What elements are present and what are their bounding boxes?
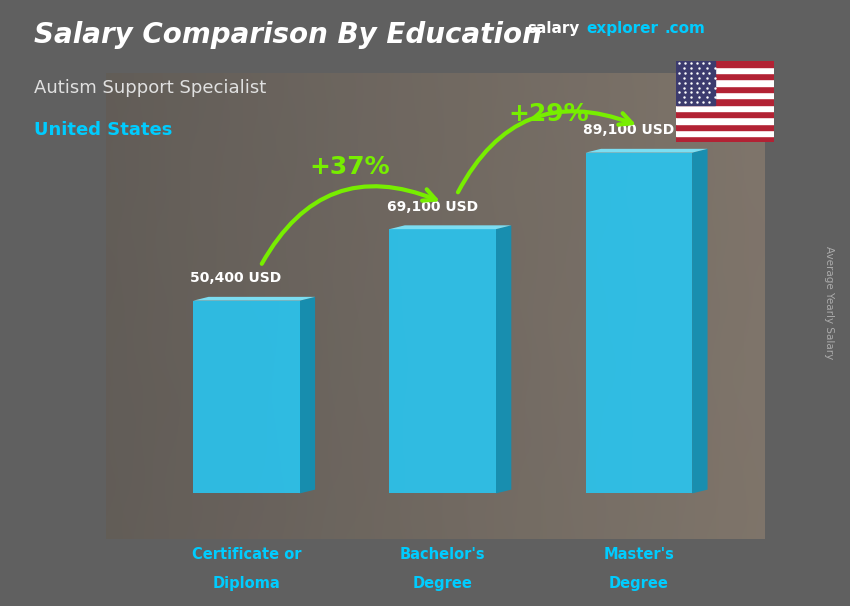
Text: Degree: Degree	[609, 576, 669, 591]
Text: Autism Support Specialist: Autism Support Specialist	[34, 79, 266, 97]
Bar	[676, 61, 774, 67]
Bar	[676, 117, 774, 124]
Text: 69,100 USD: 69,100 USD	[387, 200, 478, 214]
Text: +29%: +29%	[509, 102, 589, 127]
Text: Average Yearly Salary: Average Yearly Salary	[824, 247, 834, 359]
Text: Diploma: Diploma	[212, 576, 280, 591]
Text: Salary Comparison By Education: Salary Comparison By Education	[34, 21, 542, 49]
Bar	[676, 111, 774, 117]
Text: Certificate or: Certificate or	[191, 547, 301, 562]
Bar	[676, 98, 774, 105]
Text: Bachelor's: Bachelor's	[400, 547, 485, 562]
Text: Master's: Master's	[604, 547, 674, 562]
Bar	[676, 105, 774, 111]
Text: .com: .com	[665, 21, 706, 36]
Polygon shape	[193, 297, 315, 301]
Polygon shape	[586, 149, 707, 153]
Bar	[676, 61, 715, 105]
Text: Degree: Degree	[413, 576, 473, 591]
Bar	[676, 86, 774, 92]
Polygon shape	[193, 301, 300, 493]
Polygon shape	[300, 297, 315, 493]
Polygon shape	[692, 149, 707, 493]
Text: salary: salary	[527, 21, 580, 36]
Text: United States: United States	[34, 121, 173, 139]
Polygon shape	[389, 225, 512, 229]
Polygon shape	[496, 225, 512, 493]
Text: +37%: +37%	[309, 155, 390, 179]
Polygon shape	[586, 153, 692, 493]
Bar	[676, 67, 774, 73]
Text: 50,400 USD: 50,400 USD	[190, 271, 281, 285]
Bar	[676, 130, 774, 136]
Text: explorer: explorer	[586, 21, 659, 36]
Bar	[676, 73, 774, 79]
Polygon shape	[389, 229, 496, 493]
Bar	[676, 92, 774, 98]
Bar	[676, 124, 774, 130]
Text: 89,100 USD: 89,100 USD	[583, 124, 674, 138]
Bar	[676, 79, 774, 86]
Bar	[676, 136, 774, 142]
